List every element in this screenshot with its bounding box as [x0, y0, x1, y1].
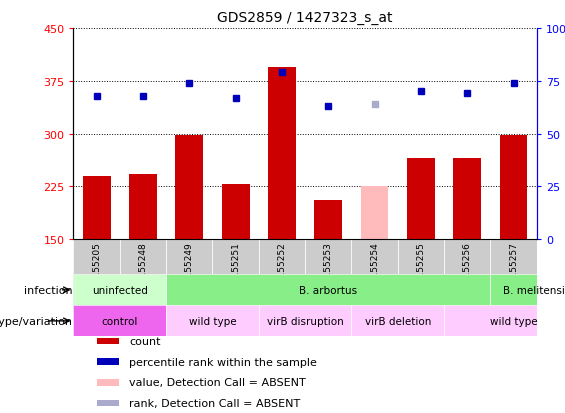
Text: GSM155252: GSM155252 [277, 241, 286, 296]
Bar [259, 306, 351, 337]
Text: genotype/variation: genotype/variation [0, 316, 72, 326]
Bar [259, 240, 305, 275]
Bar [166, 240, 212, 275]
Bar [97, 358, 119, 365]
Text: GSM155253: GSM155253 [324, 241, 333, 296]
Bar [73, 275, 166, 306]
Text: GSM155205: GSM155205 [92, 241, 101, 296]
Text: GSM155254: GSM155254 [370, 241, 379, 296]
Bar [82, 176, 111, 240]
Bar [398, 240, 444, 275]
Bar [73, 306, 166, 337]
Bar [444, 306, 565, 337]
Bar [97, 338, 119, 344]
Text: infection: infection [24, 285, 72, 295]
Bar [305, 240, 351, 275]
Bar [268, 68, 296, 240]
Bar [407, 159, 435, 240]
Text: percentile rank within the sample: percentile rank within the sample [129, 357, 317, 367]
Bar [97, 400, 119, 406]
Text: GSM155256: GSM155256 [463, 241, 472, 296]
Text: value, Detection Call = ABSENT: value, Detection Call = ABSENT [129, 377, 306, 387]
Bar [175, 135, 203, 240]
Text: GSM155257: GSM155257 [509, 241, 518, 296]
Bar [129, 175, 157, 240]
Text: rank, Detection Call = ABSENT: rank, Detection Call = ABSENT [129, 398, 300, 408]
Bar [444, 240, 490, 275]
Text: virB deletion: virB deletion [364, 316, 431, 326]
Bar [360, 186, 389, 240]
Text: wild type: wild type [189, 316, 236, 326]
Bar [120, 240, 166, 275]
Bar [221, 185, 250, 240]
Bar [212, 240, 259, 275]
Text: virB disruption: virB disruption [267, 316, 344, 326]
Title: GDS2859 / 1427323_s_at: GDS2859 / 1427323_s_at [218, 11, 393, 25]
Text: control: control [102, 316, 138, 326]
Text: B. arbortus: B. arbortus [299, 285, 357, 295]
Bar [166, 275, 490, 306]
Bar [490, 275, 565, 306]
Bar [97, 379, 119, 386]
Text: count: count [129, 336, 160, 346]
Bar [490, 240, 537, 275]
Text: GSM155255: GSM155255 [416, 241, 425, 296]
Bar [351, 240, 398, 275]
Bar [453, 159, 481, 240]
Text: uninfected: uninfected [92, 285, 147, 295]
Text: GSM155249: GSM155249 [185, 241, 194, 296]
Text: wild type: wild type [490, 316, 537, 326]
Text: B. melitensis: B. melitensis [503, 285, 565, 295]
Bar [166, 306, 259, 337]
Bar [314, 201, 342, 240]
Text: GSM155248: GSM155248 [138, 241, 147, 296]
Bar [73, 240, 120, 275]
Bar [499, 135, 528, 240]
Text: GSM155251: GSM155251 [231, 241, 240, 296]
Bar [351, 306, 444, 337]
